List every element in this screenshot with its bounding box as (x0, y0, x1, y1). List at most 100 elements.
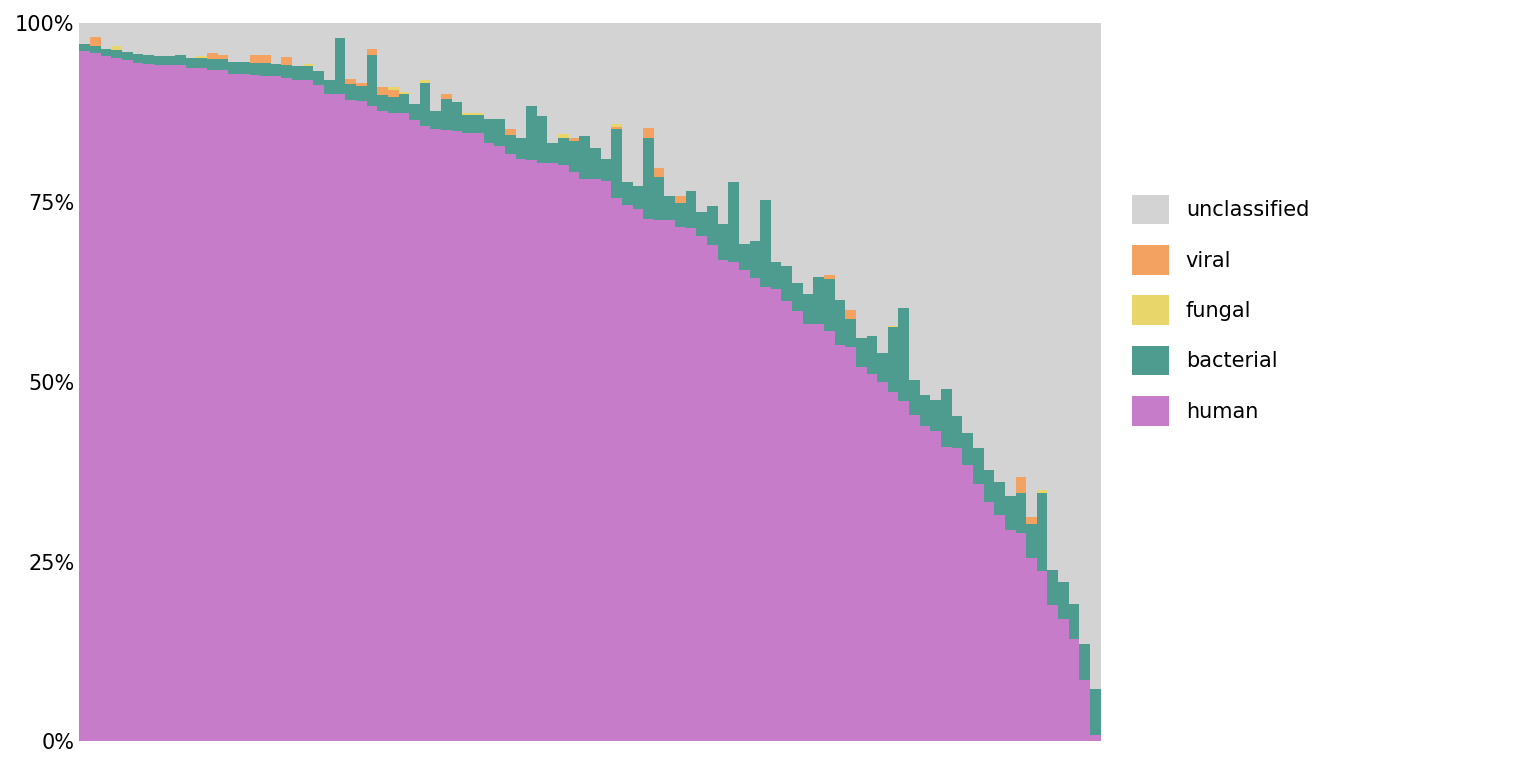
Bar (685, 23, 696, 191)
Bar (568, 138, 579, 141)
Bar (760, 23, 771, 200)
Bar (324, 94, 335, 741)
Bar (419, 23, 430, 80)
Bar (462, 113, 473, 115)
Bar (963, 432, 972, 465)
Bar (121, 60, 132, 741)
Bar (218, 59, 229, 70)
Bar (356, 83, 367, 86)
Bar (654, 23, 665, 168)
Bar (281, 78, 292, 741)
Bar (207, 70, 218, 741)
Bar (888, 23, 899, 326)
Bar (281, 65, 292, 78)
Bar (249, 63, 260, 74)
Bar (80, 23, 91, 45)
Bar (346, 23, 356, 78)
Bar (994, 23, 1005, 482)
Bar (845, 319, 856, 347)
Bar (579, 179, 590, 741)
Bar (378, 111, 389, 741)
Bar (654, 168, 665, 177)
Bar (728, 23, 739, 183)
Bar (558, 134, 568, 138)
Bar (346, 84, 356, 101)
Bar (579, 23, 590, 136)
Bar (952, 23, 963, 415)
Bar (834, 300, 845, 345)
Bar (739, 244, 750, 270)
Bar (611, 124, 622, 127)
Bar (441, 130, 452, 741)
Bar (154, 56, 164, 65)
Bar (281, 58, 292, 65)
Bar (240, 23, 249, 62)
Bar (389, 98, 398, 113)
Bar (91, 37, 101, 46)
Bar (441, 23, 452, 94)
Bar (218, 55, 229, 59)
Bar (303, 66, 313, 80)
Bar (536, 23, 547, 116)
Bar (132, 23, 143, 55)
Bar (866, 23, 877, 336)
Bar (473, 114, 484, 133)
Bar (132, 63, 143, 741)
Bar (419, 80, 430, 83)
Bar (186, 58, 197, 68)
Bar (101, 48, 111, 56)
Bar (676, 23, 685, 197)
Bar (590, 148, 601, 180)
Bar (409, 104, 419, 120)
Bar (389, 113, 398, 741)
Bar (601, 181, 611, 741)
Bar (707, 245, 717, 741)
Bar (696, 236, 707, 741)
Bar (1026, 558, 1037, 741)
Bar (622, 205, 633, 741)
Bar (909, 415, 920, 741)
Bar (186, 23, 197, 58)
Bar (154, 23, 164, 56)
Bar (856, 338, 866, 367)
Bar (793, 310, 803, 741)
Bar (963, 23, 972, 432)
Bar (218, 23, 229, 55)
Bar (516, 159, 527, 741)
Bar (1005, 23, 1015, 496)
Bar (495, 23, 505, 119)
Bar (622, 23, 633, 182)
Bar (558, 165, 568, 741)
Bar (441, 99, 452, 130)
Bar (856, 23, 866, 338)
Bar (378, 95, 389, 111)
Bar (952, 415, 963, 449)
Bar (611, 198, 622, 741)
Bar (121, 52, 132, 60)
Bar (931, 399, 942, 431)
Bar (143, 23, 154, 55)
Bar (972, 448, 983, 484)
Bar (378, 87, 389, 95)
Bar (558, 138, 568, 165)
Bar (367, 23, 378, 49)
Bar (389, 90, 398, 98)
Bar (389, 23, 398, 87)
Bar (111, 50, 121, 58)
Bar (696, 23, 707, 211)
Bar (834, 345, 845, 741)
Bar (931, 431, 942, 741)
Bar (335, 94, 346, 741)
Bar (994, 515, 1005, 741)
Bar (356, 23, 367, 83)
Bar (484, 144, 495, 741)
Bar (983, 502, 994, 741)
Bar (644, 138, 654, 219)
Bar (568, 172, 579, 741)
Bar (676, 227, 685, 741)
Bar (260, 23, 270, 55)
Bar (1091, 735, 1101, 741)
Bar (771, 289, 782, 741)
Bar (823, 279, 834, 331)
Bar (1037, 493, 1048, 571)
